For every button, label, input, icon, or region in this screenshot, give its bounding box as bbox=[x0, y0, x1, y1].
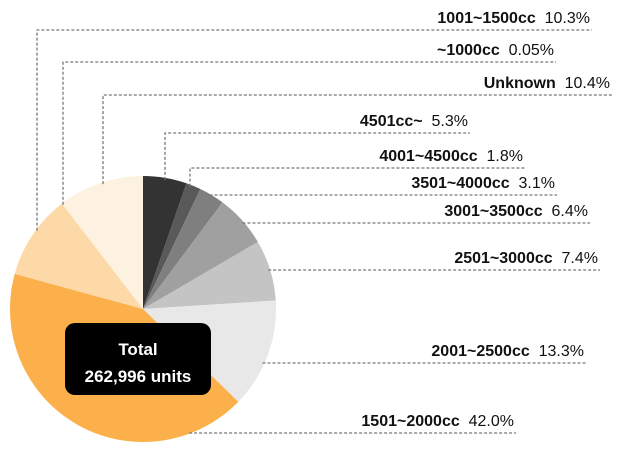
center-value: 262,996 units bbox=[85, 367, 192, 386]
category-name: 2501~3000cc bbox=[454, 250, 552, 267]
leader-line bbox=[36, 29, 592, 231]
slice-label: 3501~4000cc 3.1% bbox=[411, 175, 555, 192]
category-name: 4501cc~ bbox=[360, 113, 423, 130]
slice-label: 4001~4500cc 1.8% bbox=[379, 148, 523, 165]
slice-label: ~1000cc 0.05% bbox=[437, 42, 554, 59]
leader-line bbox=[164, 132, 470, 180]
value-label: 7.4% bbox=[562, 250, 598, 267]
pie-slice bbox=[143, 241, 276, 309]
leader-line bbox=[102, 94, 612, 185]
slice-label: 1501~2000cc 42.0% bbox=[361, 413, 514, 430]
pie-slice bbox=[143, 202, 258, 309]
value-label: 10.4% bbox=[565, 75, 610, 92]
value-label: 3.1% bbox=[519, 175, 555, 192]
pie-slice bbox=[143, 176, 187, 309]
slice-label: 2001~2500cc 13.3% bbox=[431, 343, 584, 360]
category-name: 4001~4500cc bbox=[379, 148, 477, 165]
pie-slice bbox=[62, 176, 143, 309]
category-name: 3001~3500cc bbox=[444, 203, 542, 220]
leader-line bbox=[189, 167, 525, 187]
center-title: Total bbox=[118, 340, 157, 359]
category-name: 3501~4000cc bbox=[411, 175, 509, 192]
slice-label: 1001~1500cc 10.3% bbox=[437, 10, 590, 27]
value-label: 42.0% bbox=[469, 413, 514, 430]
category-name: ~1000cc bbox=[437, 42, 500, 59]
value-label: 0.05% bbox=[509, 42, 554, 59]
value-label: 6.4% bbox=[552, 203, 588, 220]
pie-slice bbox=[61, 203, 143, 309]
value-label: 5.3% bbox=[432, 113, 468, 130]
slice-label: 4501cc~ 5.3% bbox=[360, 113, 468, 130]
slice-label: 2501~3000cc 7.4% bbox=[454, 250, 598, 267]
value-label: 13.3% bbox=[539, 343, 584, 360]
category-name: 1001~1500cc bbox=[437, 10, 535, 27]
leader-line bbox=[62, 61, 556, 205]
slice-label: Unknown 10.4% bbox=[484, 75, 610, 92]
slice-label: 3001~3500cc 6.4% bbox=[444, 203, 588, 220]
category-name: Unknown bbox=[484, 75, 556, 92]
pie-slice bbox=[143, 183, 201, 309]
value-label: 1.8% bbox=[487, 148, 523, 165]
value-label: 10.3% bbox=[545, 10, 590, 27]
pie-slice bbox=[143, 189, 223, 309]
category-name: 1501~2000cc bbox=[361, 413, 459, 430]
center-box bbox=[65, 323, 211, 395]
category-name: 2001~2500cc bbox=[431, 343, 529, 360]
pie-slice bbox=[14, 203, 144, 309]
